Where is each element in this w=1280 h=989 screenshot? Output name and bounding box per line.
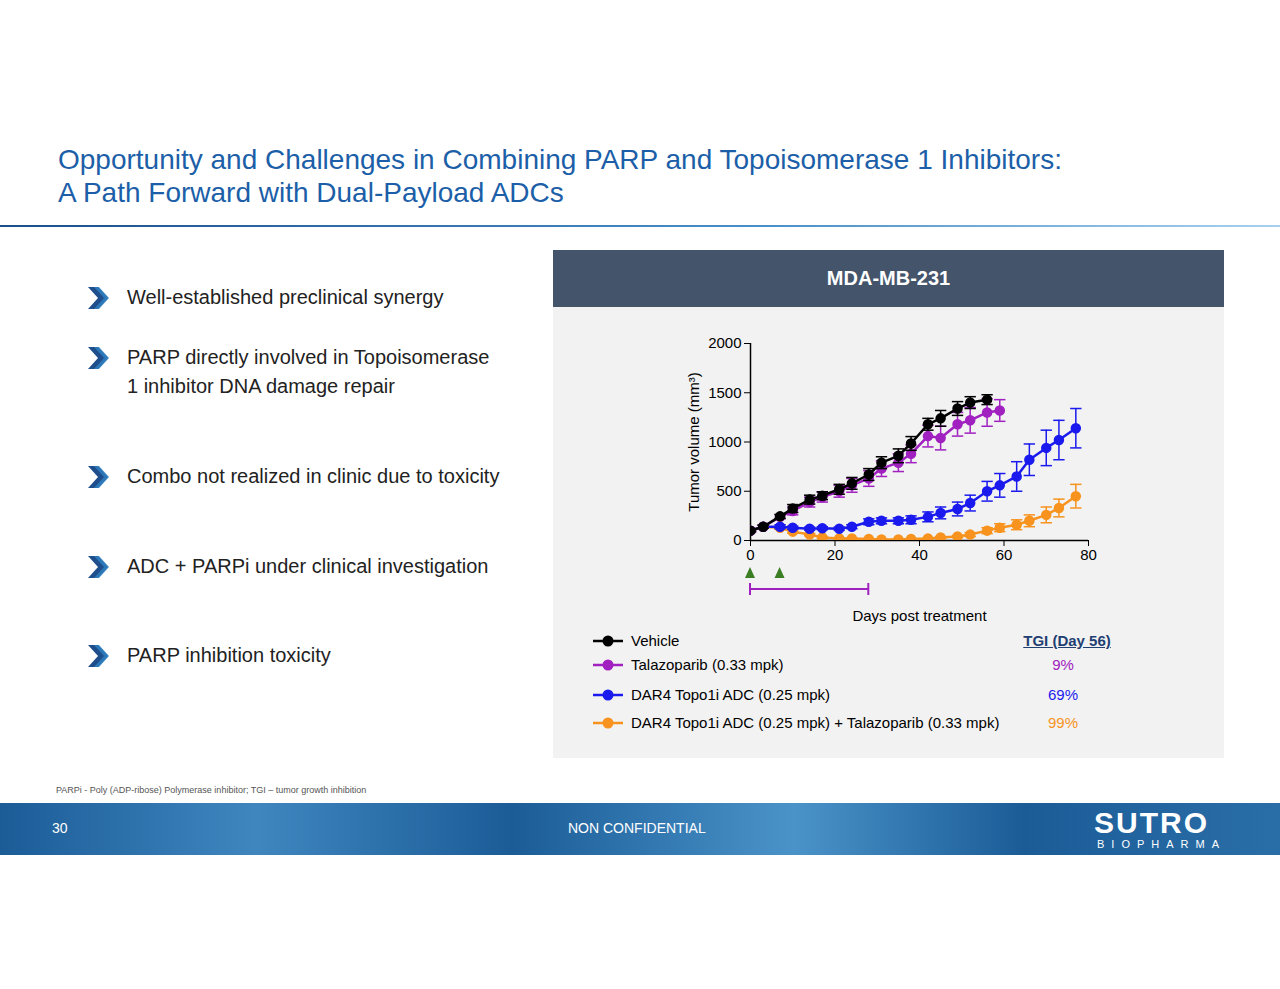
html-text:69%: 69% — [1048, 686, 1078, 703]
html-text:MDA-MB-231: MDA-MB-231 — [826, 267, 951, 289]
html-text:PARP inhibition toxicity: PARP inhibition toxicity — [127, 643, 331, 666]
html-text:9%: 9% — [1052, 656, 1074, 673]
svg-text:1000: 1000 — [708, 433, 741, 450]
svg-text:500: 500 — [716, 482, 741, 499]
html-text:TGI (Day 56): TGI (Day 56) — [1023, 632, 1111, 649]
html-text:DAR4 Topo1i ADC (0.25 mpk): DAR4 Topo1i ADC (0.25 mpk) — [631, 686, 830, 703]
html-text:30: 30 — [52, 820, 68, 836]
svg-text:80: 80 — [1080, 546, 1097, 563]
svg-text:Tumor volume (mm³): Tumor volume (mm³) — [685, 372, 702, 511]
html-text:PARP directly involved in Topo: PARP directly involved in Topoisomerase … — [127, 345, 490, 397]
html-text:BIOPHARMA: BIOPHARMA — [1097, 838, 1226, 850]
html-text:Well-established preclinical s: Well-established preclinical synergy — [127, 285, 444, 308]
html-text:Opportunity and Challenges in: Opportunity and Challenges in Combining … — [58, 144, 1062, 175]
svg-text:60: 60 — [996, 546, 1013, 563]
html-text:Vehicle: Vehicle — [631, 632, 680, 649]
svg-text:40: 40 — [911, 546, 928, 563]
svg-text:2000: 2000 — [708, 334, 741, 351]
html-text:NON CONFIDENTIAL: NON CONFIDENTIAL — [568, 820, 706, 836]
html-text:Talazoparib (0.33 mpk): Talazoparib (0.33 mpk) — [631, 656, 784, 673]
html-text:ADC + PARPi under clinical inv: ADC + PARPi under clinical investigation — [127, 554, 489, 577]
svg-text:20: 20 — [827, 546, 844, 563]
html-text:SUTRO: SUTRO — [1094, 806, 1209, 839]
html-text:PARPi - Poly (ADP-ribose) Poly: PARPi - Poly (ADP-ribose) Polymerase inh… — [56, 785, 367, 795]
html-text:A Path Forward with Dual-Paylo: A Path Forward with Dual-Payload ADCs — [58, 177, 564, 208]
svg-text:Days post treatment: Days post treatment — [852, 607, 987, 624]
svg-text:0: 0 — [746, 546, 754, 563]
svg-text:0: 0 — [733, 531, 741, 548]
html-text:Combo not realized in clinic d: Combo not realized in clinic due to toxi… — [127, 464, 500, 487]
html-text:DAR4 Topo1i ADC (0.25 mpk) + T: DAR4 Topo1i ADC (0.25 mpk) + Talazoparib… — [631, 714, 1000, 731]
svg-text:1500: 1500 — [708, 384, 741, 401]
html-text:99%: 99% — [1048, 714, 1078, 731]
